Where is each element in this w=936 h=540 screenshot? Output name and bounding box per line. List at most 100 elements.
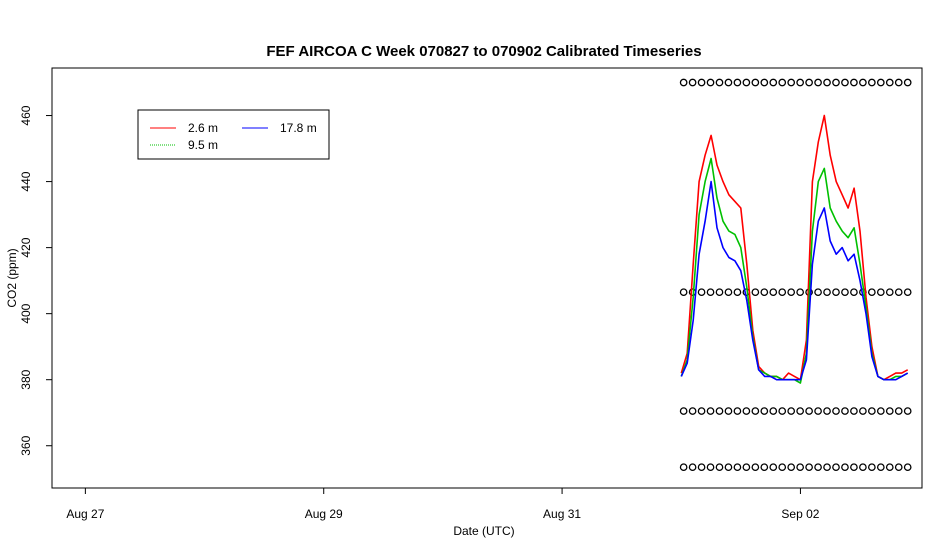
legend-label-17.8m: 17.8 m: [280, 121, 317, 135]
calibration-marker: [688, 407, 697, 415]
y-tick-label: 380: [19, 369, 33, 389]
calibration-marker: [787, 78, 796, 87]
calibration-marker: [697, 288, 706, 297]
calibration-marker: [814, 463, 822, 472]
calibration-marker: [688, 78, 697, 87]
calibration-marker: [769, 463, 778, 472]
calibration-marker: [787, 463, 796, 472]
calibration-marker: [706, 407, 715, 415]
calibration-marker: [876, 288, 885, 297]
legend: 2.6 m 9.5 m 17.8 m: [137, 109, 330, 160]
calibration-marker: [805, 78, 813, 87]
calibration-marker: [697, 407, 706, 415]
calibration-marker: [841, 288, 849, 297]
y-axis: 360 380 400 420 440 460: [19, 105, 52, 456]
legend-label-9.5m: 9.5 m: [188, 138, 218, 152]
calibration-marker: [859, 407, 867, 415]
calibration-marker: [859, 463, 867, 472]
calibration-marker: [724, 78, 733, 87]
calibration-marker: [769, 78, 778, 87]
calibration-marker: [679, 407, 688, 415]
x-tick-label: Aug 31: [543, 507, 581, 521]
series-line-17.8m: [680, 180, 909, 381]
calibration-marker: [850, 463, 858, 472]
calibration-marker: [769, 288, 778, 297]
calibration-marker: [778, 463, 787, 472]
x-tick-label: Aug 29: [305, 507, 343, 521]
y-tick-label: 360: [19, 435, 33, 455]
calibration-marker: [885, 288, 894, 297]
calibration-marker: [832, 407, 840, 415]
calibration-marker: [742, 407, 751, 415]
calibration-marker: [760, 78, 769, 87]
x-tick-label: Sep 02: [781, 507, 819, 521]
calibration-marker: [706, 288, 715, 297]
calibration-marker: [706, 78, 715, 87]
calibration-marker: [679, 78, 688, 87]
series-lines: [680, 114, 909, 384]
calibration-marker: [876, 463, 885, 472]
calibration-marker: [778, 78, 787, 87]
calibration-marker: [867, 288, 876, 297]
calibration-marker: [823, 78, 831, 87]
x-axis-label: Date (UTC): [453, 524, 514, 538]
calibration-marker: [903, 288, 912, 297]
calibration-marker: [697, 463, 706, 472]
calibration-marker: [733, 288, 742, 297]
calibration-marker: [885, 78, 894, 87]
calibration-marker: [894, 78, 903, 87]
calibration-marker: [814, 78, 822, 87]
y-tick-label: 440: [19, 171, 33, 191]
y-axis-label: CO2 (ppm): [5, 248, 19, 307]
calibration-marker: [876, 407, 885, 415]
calibration-marker: [885, 407, 894, 415]
calibration-marker: [859, 78, 867, 87]
calibration-marker: [814, 407, 822, 415]
calibration-marker: [715, 407, 724, 415]
calibration-marker: [697, 78, 706, 87]
series-line-9.5m: [680, 157, 909, 384]
calibration-marker: [724, 463, 733, 472]
calibration-marker: [832, 288, 840, 297]
calibration-marker: [787, 407, 796, 415]
calibration-marker: [903, 463, 912, 472]
calibration-marker: [850, 288, 858, 297]
calibration-marker: [841, 78, 849, 87]
calibration-marker: [841, 407, 849, 415]
calibration-marker: [751, 463, 760, 472]
calibration-marker: [787, 288, 796, 297]
y-tick-label: 400: [19, 303, 33, 323]
calibration-marker: [832, 463, 840, 472]
calibration-marker: [778, 407, 787, 415]
calibration-marker: [867, 78, 876, 87]
calibration-marker: [903, 78, 912, 87]
chart-title: FEF AIRCOA C Week 070827 to 070902 Calib…: [266, 43, 701, 60]
calibration-marker: [832, 78, 840, 87]
calibration-marker: [760, 463, 769, 472]
calibration-marker: [850, 407, 858, 415]
calibration-marker: [850, 78, 858, 87]
calibration-marker: [805, 407, 813, 415]
series-line-2.6m: [680, 114, 909, 381]
calibration-marker: [894, 407, 903, 415]
plot-frame: [51, 67, 923, 489]
legend-label-2.6m: 2.6 m: [188, 121, 218, 135]
y-tick-label: 460: [19, 105, 33, 125]
calibration-marker: [751, 78, 760, 87]
calibration-marker: [796, 463, 805, 472]
legend-box: [137, 109, 330, 160]
calibration-marker: [894, 288, 903, 297]
calibration-marker: [823, 407, 831, 415]
x-tick-label: Aug 27: [66, 507, 104, 521]
calibration-marker: [823, 463, 831, 472]
calibration-marker: [894, 463, 903, 472]
calibration-marker: [733, 407, 742, 415]
calibration-marker: [679, 463, 688, 472]
calibration-marker: [805, 463, 813, 472]
calibration-marker: [769, 407, 778, 415]
calibration-marker: [688, 463, 697, 472]
calibration-marker: [751, 288, 760, 297]
calibration-marker: [724, 407, 733, 415]
calibration-marker: [715, 463, 724, 472]
